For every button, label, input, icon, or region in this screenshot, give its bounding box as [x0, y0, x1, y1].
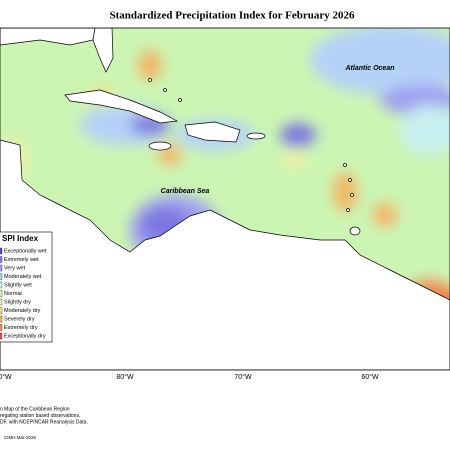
legend: SPI Index Exceptionally wet Extremely wet…: [0, 231, 53, 343]
footer-line: DF, with NCEP/NCAR Reanalysis Data.: [0, 419, 88, 425]
legend-label: Severely dry: [4, 316, 35, 322]
legend-swatch: [0, 298, 3, 306]
legend-label: Exceptionally dry: [4, 333, 46, 339]
legend-swatch: [0, 281, 3, 289]
legend-label: Slightly wet: [4, 282, 32, 288]
legend-label: Moderately wet: [4, 274, 42, 280]
longitude-labels: 0°W 80°W 70°W 60°W: [0, 373, 379, 381]
legend-swatch: [0, 307, 3, 314]
legend-swatch: [0, 247, 3, 255]
legend-label: Extremely wet: [4, 257, 39, 263]
legend-label: Exceptionally wet: [4, 248, 47, 254]
credit: CIMH Mar-2026: [4, 435, 37, 440]
longitude-label: 60°W: [361, 373, 379, 381]
map-title: Standardized Precipitation Index for Feb…: [110, 10, 355, 22]
longitude-label: 0°W: [0, 373, 12, 381]
footer-line: regating station based observations,: [0, 413, 80, 419]
legend-label: Very wet: [4, 265, 26, 271]
legend-label: Extremely dry: [4, 325, 38, 331]
map-area: Atlantic Ocean Caribbean Sea: [0, 28, 450, 370]
longitude-label: 70°W: [234, 373, 252, 381]
legend-swatch: [0, 290, 3, 297]
legend-swatch: [0, 264, 3, 272]
footer-line: n Map of the Caribbean Region: [0, 406, 70, 412]
legend-swatch: [0, 324, 3, 331]
legend-swatch: [0, 315, 3, 323]
legend-swatch: [0, 273, 3, 280]
legend-label: Normal: [4, 291, 22, 297]
legend-label: Moderately dry: [4, 308, 41, 314]
sea-label: Caribbean Sea: [161, 188, 210, 195]
longitude-label: 80°W: [116, 373, 134, 381]
legend-swatch: [0, 256, 3, 263]
legend-label: Slightly dry: [4, 299, 31, 305]
legend-title: SPI Index: [2, 234, 39, 243]
map-frame: [0, 27, 450, 371]
ocean-label: Atlantic Ocean: [344, 65, 394, 72]
legend-swatch: [0, 332, 3, 340]
